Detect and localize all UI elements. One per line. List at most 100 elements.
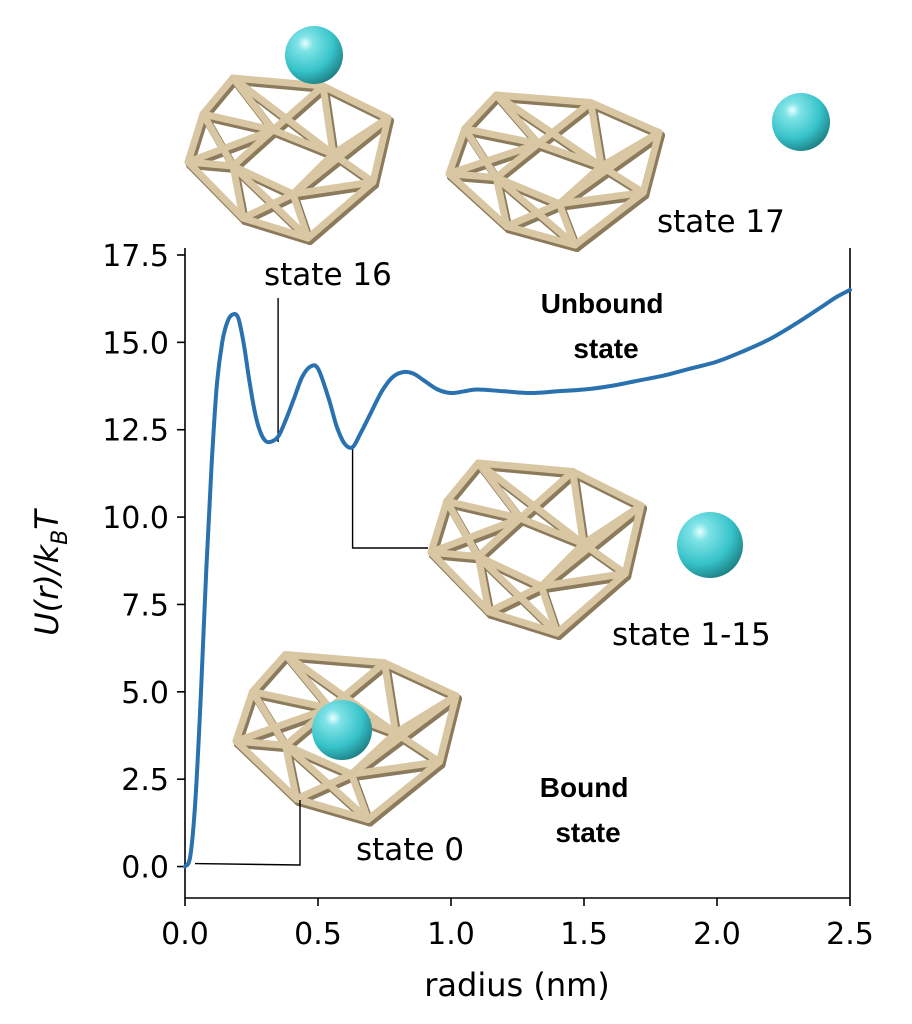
- y-tick-label: 7.5: [121, 588, 169, 623]
- x-tick-label: 1.5: [560, 917, 608, 952]
- cage-rod: [184, 158, 247, 222]
- cage-rod: [485, 582, 545, 616]
- cage-rod: [427, 497, 451, 556]
- cage-rod: [184, 110, 207, 166]
- bound-state-line-2: state: [555, 817, 620, 848]
- y-tick-label: 10.0: [102, 501, 169, 536]
- cage-rod: [239, 214, 312, 242]
- x-axis-title: radius (nm): [424, 966, 610, 1004]
- cage-rod: [249, 688, 289, 749]
- cage-rod: [369, 114, 392, 186]
- cage-rod: [427, 548, 493, 616]
- cage-state-17-icon: [445, 91, 665, 252]
- cage-rod-shadow: [294, 773, 358, 806]
- cage-rod: [555, 200, 579, 249]
- y-axis-title: U(r)/kBT: [28, 508, 73, 636]
- ion-sphere-icon: [677, 512, 743, 578]
- plot-axes: [184, 248, 851, 899]
- cage-state-0-icon: [232, 651, 462, 827]
- cage-rod: [282, 741, 300, 803]
- cage-rod: [445, 125, 469, 178]
- cage-rod: [364, 758, 443, 823]
- annotation-leaders: [194, 298, 428, 866]
- x-tick-label: 2.5: [826, 917, 874, 952]
- cage-rod: [229, 162, 312, 242]
- cage-rod-shadow: [486, 585, 548, 619]
- cage-rod: [293, 795, 372, 823]
- cage-rod: [555, 129, 663, 208]
- y-tick-label: 5.0: [121, 676, 169, 711]
- unbound-state-label: Unbound state: [541, 288, 672, 364]
- cage-rod: [229, 74, 337, 158]
- cage-rod: [249, 651, 289, 696]
- state-0-label: state 0: [356, 832, 464, 868]
- cage-rod: [445, 140, 542, 178]
- cage-rod: [348, 770, 372, 823]
- ion-sphere-icon: [772, 93, 830, 151]
- cage-rod-shadow: [271, 85, 329, 137]
- cage-rod: [445, 170, 511, 230]
- cage-rod: [461, 125, 542, 148]
- cage-rod: [348, 758, 443, 778]
- cage-rod: [503, 222, 579, 249]
- cage-rod: [443, 497, 524, 522]
- cage-state-1-15-icon: [427, 459, 647, 640]
- cage-rod: [319, 82, 392, 122]
- cage-rod: [534, 99, 595, 148]
- cage-rod: [587, 99, 663, 136]
- cage-rod: [232, 688, 256, 745]
- cage-rod: [537, 570, 629, 590]
- unbound-state-line-2: state: [573, 333, 638, 364]
- y-tick-label: 12.5: [102, 414, 169, 449]
- ion-sphere-icon: [285, 26, 343, 84]
- state-0-leader: [194, 800, 301, 866]
- cage-rod: [474, 459, 577, 475]
- cage-rod: [492, 91, 605, 170]
- cage-rod-shadow: [573, 191, 650, 252]
- state-1-15-leader: [351, 447, 428, 549]
- cage-rod: [436, 692, 460, 766]
- x-axis-ticks: 0.0 0.5 1.0 1.5 2.0 2.5: [161, 898, 874, 952]
- cage-rod: [232, 737, 300, 803]
- cage-rod: [639, 129, 663, 196]
- cage-rod: [239, 190, 297, 222]
- cage-rod: [492, 174, 563, 208]
- bound-state-label: Bound state: [540, 772, 636, 848]
- cage-rod: [537, 582, 561, 637]
- cage-rod: [249, 688, 333, 712]
- cage-rod: [199, 110, 237, 170]
- cage-rod: [304, 178, 377, 242]
- x-tick-label: 0.5: [294, 917, 342, 952]
- cage-rod-shadow: [462, 94, 503, 136]
- cage-rod: [443, 497, 482, 560]
- cage-rod-shadow: [504, 202, 566, 234]
- cage-rod: [229, 162, 297, 198]
- cage-rod: [571, 189, 647, 249]
- cage-rod: [569, 468, 645, 509]
- y-tick-label: 17.5: [102, 239, 169, 274]
- cage-rod: [474, 553, 545, 590]
- cage-rod: [516, 468, 577, 522]
- cage-rod: [492, 174, 579, 249]
- cage-rod: [199, 74, 237, 118]
- cage-rod-shadow: [518, 470, 579, 526]
- cage-rod: [289, 190, 312, 242]
- y-axis-ticks: 0.0 2.5 5.0 7.5 10.0 12.5 15.0 17.5: [102, 239, 185, 886]
- cage-rod-shadow: [536, 101, 597, 151]
- cage-rod: [537, 502, 645, 590]
- cage-rod: [621, 502, 645, 577]
- cage-rod: [232, 704, 333, 745]
- cage-rod-shadow: [241, 193, 299, 225]
- ion-sphere-icon: [312, 700, 372, 760]
- cage-rod: [282, 651, 388, 667]
- cage-rod: [229, 162, 247, 222]
- y-tick-label: 15.0: [102, 326, 169, 361]
- cage-rod-shadow: [306, 181, 379, 245]
- cage-rod: [289, 114, 392, 198]
- cage-rod: [492, 91, 595, 106]
- cage-rod: [184, 126, 277, 166]
- cage-rod: [319, 82, 337, 158]
- x-tick-label: 0.0: [161, 917, 209, 952]
- y-tick-label: 0.0: [121, 851, 169, 886]
